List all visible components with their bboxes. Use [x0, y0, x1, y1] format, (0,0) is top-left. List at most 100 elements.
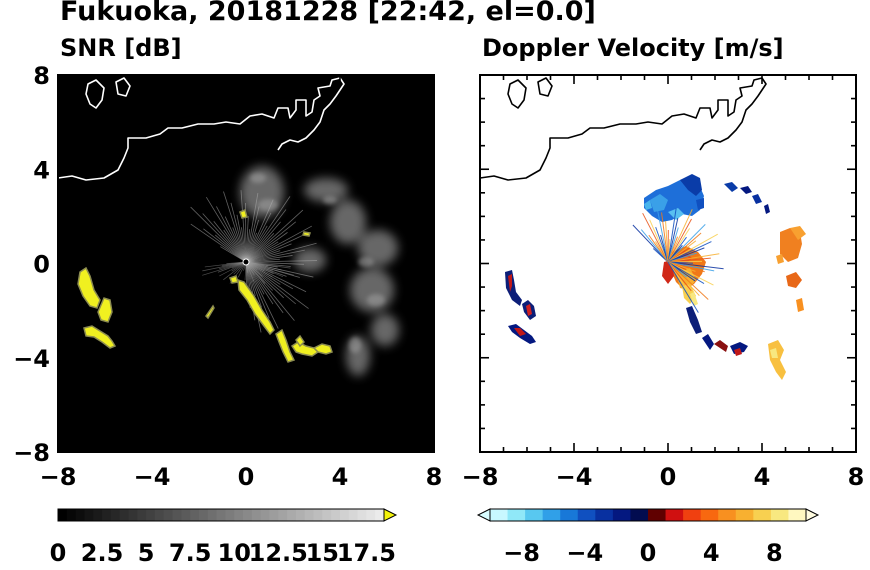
- snr-axis-ticks: [57, 74, 435, 453]
- doppler-clutter-spoke: [667, 223, 706, 263]
- doppler-clutter-spoke: [667, 261, 699, 313]
- doppler-x-tick-label: −8: [462, 463, 499, 491]
- snr-clutter-spoke: [245, 225, 313, 263]
- snr-colorbar-swatch: [322, 509, 332, 521]
- doppler-clutter-spoke: [667, 232, 702, 263]
- snr-radar-site-marker: [242, 258, 250, 266]
- doppler-clutter-spoke: [667, 241, 712, 263]
- snr-clutter-spoke: [245, 199, 274, 263]
- snr-x-tick-label: −8: [40, 463, 77, 491]
- doppler-clutter-spoke: [667, 261, 714, 286]
- doppler-axis-ticks: [479, 74, 857, 453]
- snr-colorbar-swatch: [269, 509, 279, 521]
- snr-clutter-spoke: [245, 192, 259, 263]
- snr-clutter-spoke: [245, 209, 287, 263]
- snr-strong-echo: [77, 208, 333, 363]
- doppler-colorbar-swatch: [612, 509, 632, 521]
- doppler-x-axis: −8 −4 0 4 8: [462, 463, 865, 491]
- snr-colorbar-tick-label: 7.5: [169, 539, 212, 567]
- doppler-clutter-spoke: [667, 261, 709, 300]
- doppler-clutter-spoke: [667, 261, 700, 296]
- snr-clutter-spoke: [245, 261, 284, 299]
- snr-x-tick-label: 4: [332, 463, 349, 491]
- snr-colorbar-swatch: [58, 509, 68, 521]
- snr-colorbar-extend: [383, 508, 398, 522]
- doppler-receding-echo: [662, 226, 806, 380]
- snr-clutter-spoke: [245, 232, 288, 263]
- doppler-colorbar-swatch: [683, 509, 702, 521]
- snr-clutter-spoke: [245, 260, 317, 263]
- snr-colorbar-tick-label: 2.5: [81, 539, 124, 567]
- snr-x-axis: −8 −4 0 4 8: [40, 463, 443, 491]
- snr-colorbar-swatch: [75, 509, 86, 521]
- snr-colorbar-swatch: [102, 509, 112, 521]
- snr-colorbar-swatch: [366, 509, 376, 521]
- snr-colorbar-swatch: [243, 509, 253, 521]
- doppler-colorbar-tick-label: 8: [766, 539, 783, 567]
- doppler-clutter-spoke: [632, 224, 669, 263]
- snr-colorbar-swatch: [128, 509, 138, 521]
- doppler-colorbar-swatch: [648, 509, 667, 521]
- doppler-colorbar-tick-label: −4: [566, 539, 603, 567]
- snr-clutter-spoke: [214, 234, 247, 263]
- snr-clutter-spoke: [190, 206, 247, 263]
- snr-colorbar-tick-label: 15: [306, 539, 339, 567]
- snr-colorbar-swatch: [348, 509, 359, 521]
- doppler-clutter-spoke: [642, 212, 669, 263]
- snr-colorbar-swatch: [198, 509, 209, 521]
- snr-panel-title: SNR [dB]: [60, 34, 182, 62]
- snr-clutter-spoke: [223, 261, 247, 281]
- snr-colorbar-swatch: [295, 509, 306, 521]
- snr-colorbar-swatch: [163, 509, 174, 521]
- snr-colorbar-swatch: [234, 509, 244, 521]
- snr-colorbar-swatch: [190, 509, 200, 521]
- snr-clutter-spoke: [223, 191, 247, 263]
- snr-colorbar-tick-label: 0: [50, 539, 67, 567]
- snr-clutter-spoke: [203, 228, 247, 263]
- doppler-clutter-spoke: [667, 253, 720, 263]
- snr-clutter-spoke: [230, 202, 247, 263]
- snr-colorbar-swatch: [331, 509, 341, 521]
- doppler-colorbar-swatch: [735, 509, 754, 521]
- doppler-clutter-spoke: [649, 219, 669, 263]
- snr-colorbar-swatch: [260, 509, 271, 521]
- snr-clutter-spoke: [245, 216, 249, 263]
- snr-clutter-spoke: [245, 206, 260, 263]
- doppler-colorbar-swatch: [770, 509, 790, 521]
- snr-clutter-spoke: [245, 196, 291, 263]
- snr-colorbar-swatch: [181, 509, 191, 521]
- snr-colorbar-tick-label: 17.5: [337, 539, 396, 567]
- snr-clutter-spoke: [216, 206, 247, 263]
- snr-colorbar-swatch: [119, 509, 130, 521]
- snr-colorbar-swatch: [375, 509, 385, 521]
- snr-weak-echo-speckle: [250, 173, 385, 353]
- snr-clutter-spoke: [205, 196, 247, 263]
- snr-colorbar-swatch: [251, 509, 262, 521]
- snr-clutter-spoke: [245, 255, 293, 263]
- snr-colorbar-swatch: [287, 509, 297, 521]
- snr-x-tick-label: 0: [238, 463, 255, 491]
- snr-clutter-spoke: [240, 190, 247, 263]
- snr-colorbar-swatch: [207, 509, 218, 521]
- snr-clutter-spoke: [245, 243, 292, 263]
- doppler-panel: −8 −4 0 4 8 −8 −4 0 4 8: [462, 74, 865, 567]
- snr-colorbar-swatch: [304, 509, 315, 521]
- doppler-colorbar-swatch: [577, 509, 596, 521]
- doppler-panel-title: Doppler Velocity [m/s]: [482, 34, 784, 62]
- snr-clutter-spoke: [245, 261, 309, 309]
- snr-colorbar-swatch: [278, 509, 288, 521]
- doppler-coastline: [480, 77, 767, 181]
- snr-clutter-spoke: [245, 261, 263, 277]
- snr-y-axis: 8 4 0 −4 −8: [13, 62, 50, 467]
- doppler-colorbar-swatch: [718, 509, 737, 521]
- snr-clutter-spoke: [219, 261, 247, 277]
- doppler-colorbar-swatch: [542, 509, 561, 521]
- doppler-clutter-spoke: [667, 217, 679, 263]
- snr-clutter-spoke: [245, 261, 279, 329]
- doppler-clutter-spoke: [667, 261, 715, 272]
- snr-colorbar-swatch: [172, 509, 182, 521]
- doppler-radial-clutter: [632, 204, 724, 313]
- doppler-clutter-spoke: [655, 204, 669, 263]
- snr-clutter-spoke: [245, 225, 268, 263]
